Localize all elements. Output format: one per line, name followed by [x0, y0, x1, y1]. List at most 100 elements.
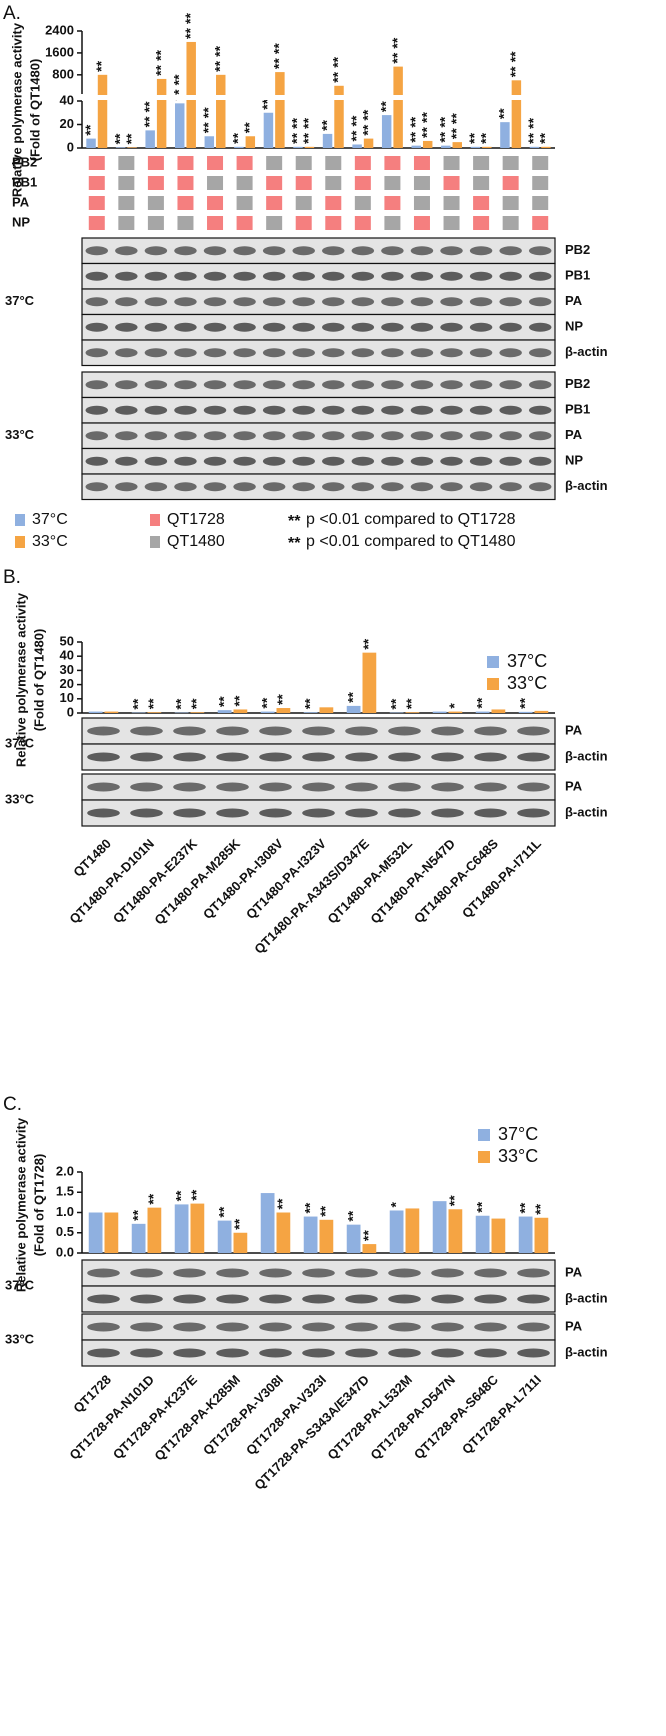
segment-cell [325, 156, 342, 170]
blot-band [499, 271, 522, 281]
bar [500, 122, 510, 148]
bar [245, 136, 256, 148]
y-tick-label: 30 [60, 662, 74, 677]
blot-band [431, 1268, 464, 1278]
blot-band [381, 405, 404, 415]
y-axis-label: (Fold of QT1728) [31, 1154, 46, 1257]
significance-mark: ** [478, 132, 494, 143]
blot-band [474, 808, 507, 818]
bar [322, 133, 333, 148]
significance-mark: ** [289, 132, 305, 143]
blot-band [302, 808, 335, 818]
blot-row-label: PB2 [565, 376, 590, 391]
blot-band [130, 1294, 163, 1304]
bar [319, 1219, 334, 1253]
blot-band [528, 271, 552, 281]
significance-mark: ** [145, 698, 161, 709]
blot-band [87, 752, 120, 762]
significance-mark: ** [403, 698, 419, 709]
significance-mark: ** [182, 28, 198, 39]
blot-band [431, 752, 464, 762]
temperature-label: 33°C [5, 791, 35, 806]
significance-mark: ** [200, 107, 216, 118]
blot-band [216, 1322, 249, 1332]
blot-band [203, 246, 227, 256]
blot-band [292, 431, 315, 441]
significance-mark: ** [448, 128, 464, 139]
y-tick-label: 1.0 [56, 1204, 74, 1219]
significance-mark: ** [344, 691, 360, 702]
blot-band [499, 405, 522, 415]
blot-band [173, 752, 206, 762]
temperature-label: 37°C [5, 293, 35, 308]
segment-cell [413, 176, 430, 190]
legend-label: 33°C [507, 673, 547, 693]
significance-mark: ** [473, 697, 489, 708]
blot-band [469, 348, 493, 358]
segment-cell [384, 196, 401, 210]
bar [432, 711, 447, 713]
segment-cell [207, 196, 224, 210]
legend-label: 37°C [507, 651, 547, 671]
bar [511, 80, 522, 148]
blot-band [115, 271, 138, 281]
blot-band [262, 246, 286, 256]
segment-cell [236, 216, 253, 230]
blot-band [381, 271, 404, 281]
y-axis-label: Relative polymerase activity [13, 592, 28, 767]
segment-cell [266, 196, 283, 210]
significance-mark: ** [241, 122, 257, 133]
bar [405, 712, 420, 713]
blot-band [351, 297, 375, 307]
y-tick-label: 40 [60, 92, 74, 107]
significance-mark: ** [507, 51, 523, 62]
segment-cell [88, 216, 105, 230]
blot-band [87, 808, 120, 818]
bar [217, 710, 232, 713]
blot-band [115, 405, 138, 415]
blot-band [499, 297, 522, 307]
bar [491, 709, 506, 713]
blot-band [381, 456, 404, 466]
significance-mark: ** [215, 1206, 231, 1217]
panel-label: C. [3, 1094, 22, 1115]
segment-cell [443, 196, 460, 210]
legend-label: QT1728 [167, 511, 225, 528]
blot-band [87, 1294, 120, 1304]
panel-label: A. [3, 3, 21, 24]
blot-band [351, 431, 375, 441]
blot-band [259, 1348, 292, 1358]
blot-band [216, 1348, 249, 1358]
blot-band [233, 431, 256, 441]
blot-band [431, 782, 464, 792]
blot-band [233, 246, 256, 256]
blot-band [233, 348, 256, 358]
legend-swatch [487, 656, 499, 668]
blot-band [130, 782, 163, 792]
bar [381, 115, 392, 148]
significance-mark: ** [537, 132, 553, 143]
blot-band [292, 322, 315, 332]
blot-band [233, 380, 256, 390]
significance-mark: ** [274, 694, 290, 705]
segment-cell [147, 196, 164, 210]
blot-row-label: NP [565, 453, 583, 468]
bar [448, 711, 463, 713]
bar [260, 1193, 275, 1253]
blot-band [381, 297, 404, 307]
segment-cell [502, 156, 519, 170]
blot-row-label: β-actin [565, 1290, 608, 1305]
bar [234, 146, 244, 148]
segment-cell [413, 196, 430, 210]
blot-band [440, 271, 463, 281]
blot-band [115, 246, 138, 256]
blot-band [499, 348, 522, 358]
blot-band [85, 380, 109, 390]
blot-row-label: β-actin [565, 748, 608, 763]
segment-cell [473, 156, 490, 170]
bar [541, 146, 551, 148]
blot-band [203, 380, 227, 390]
blot-band [322, 380, 345, 390]
blot-band [85, 322, 109, 332]
blot-band [322, 322, 345, 332]
